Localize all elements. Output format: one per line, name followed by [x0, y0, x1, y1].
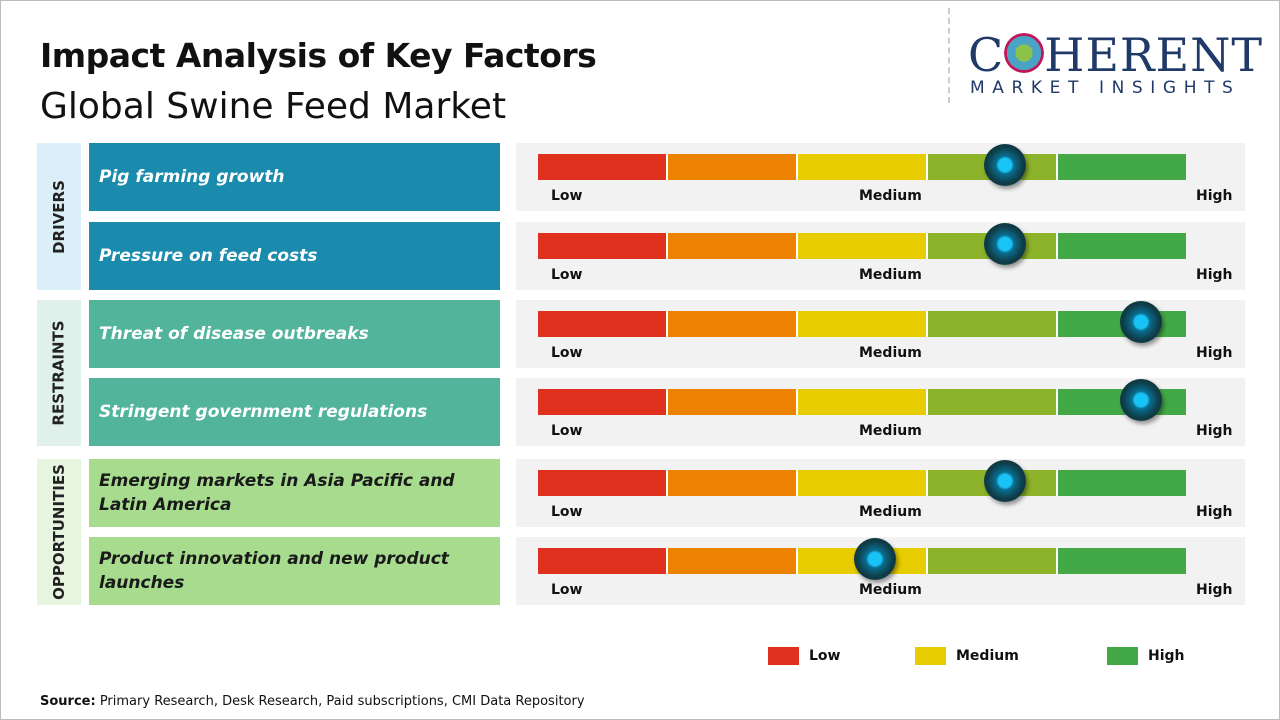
scale-segment: [798, 389, 928, 415]
legend-swatch: [915, 647, 946, 665]
scale-low-label: Low: [551, 504, 583, 520]
source-note: Source: Primary Research, Desk Research,…: [40, 694, 585, 709]
category-restraints: RESTRAINTS: [37, 300, 81, 446]
impact-gauge: Low Medium High: [516, 378, 1245, 446]
impact-scale: [538, 389, 1186, 415]
category-label: RESTRAINTS: [50, 320, 69, 426]
scale-high-label: High: [1196, 504, 1233, 520]
scale-low-label: Low: [551, 345, 583, 361]
logo: C HERENT: [968, 28, 1264, 82]
factor-label: Pressure on feed costs: [89, 222, 500, 290]
scale-segment: [538, 470, 668, 496]
scale-segment: [1058, 154, 1186, 180]
scale-segment: [1058, 470, 1186, 496]
scale-segment: [928, 548, 1058, 574]
scale-segment: [798, 311, 928, 337]
divider: [948, 8, 950, 103]
scale-high-label: High: [1196, 423, 1233, 439]
impact-gauge: Low Medium High: [516, 300, 1245, 368]
scale-segment: [538, 233, 668, 259]
impact-gauge: Low Medium High: [516, 459, 1245, 527]
legend-high: High: [1107, 647, 1185, 665]
scale-segment: [538, 311, 668, 337]
scale-segment: [668, 311, 798, 337]
scale-segment: [538, 389, 668, 415]
impact-scale: [538, 311, 1186, 337]
scale-segment: [928, 311, 1058, 337]
factor-label: Emerging markets in Asia Pacific and Lat…: [89, 459, 500, 527]
scale-segment: [928, 389, 1058, 415]
scale-segment: [668, 548, 798, 574]
scale-low-label: Low: [551, 423, 583, 439]
scale-high-label: High: [1196, 267, 1233, 283]
impact-indicator-knob: [983, 223, 1026, 265]
impact-gauge: Low Medium High: [516, 537, 1245, 605]
scale-high-label: High: [1196, 188, 1233, 204]
impact-gauge: Low Medium High: [516, 143, 1245, 211]
legend-medium: Medium: [915, 647, 1019, 665]
impact-indicator-knob: [1119, 301, 1162, 343]
scale-low-label: Low: [551, 582, 583, 598]
scale-segment: [668, 233, 798, 259]
scale-segment: [538, 548, 668, 574]
scale-medium-label: Medium: [859, 582, 922, 598]
scale-segment: [668, 470, 798, 496]
scale-medium-label: Medium: [859, 188, 922, 204]
source-prefix: Source:: [40, 694, 96, 709]
legend-label: Low: [809, 648, 841, 664]
category-drivers: DRIVERS: [37, 143, 81, 290]
factor-label: Product innovation and new product launc…: [89, 537, 500, 605]
category-label: DRIVERS: [50, 179, 69, 254]
impact-indicator-knob: [853, 538, 896, 580]
scale-low-label: Low: [551, 267, 583, 283]
factor-label: Stringent government regulations: [89, 378, 500, 446]
scale-segment: [798, 470, 928, 496]
scale-segment: [668, 154, 798, 180]
scale-medium-label: Medium: [859, 423, 922, 439]
scale-high-label: High: [1196, 582, 1233, 598]
category-label: OPPORTUNITIES: [50, 464, 68, 600]
scale-low-label: Low: [551, 188, 583, 204]
globe-icon: [1004, 33, 1045, 73]
legend-swatch: [1107, 647, 1138, 665]
legend-label: High: [1148, 648, 1185, 664]
logo-tagline: MARKET INSIGHTS: [970, 78, 1241, 98]
legend-label: Medium: [956, 648, 1019, 664]
impact-gauge: Low Medium High: [516, 222, 1245, 290]
legend-low: Low: [768, 647, 840, 665]
impact-scale: [538, 233, 1186, 259]
scale-segment: [798, 233, 928, 259]
factor-label: Pig farming growth: [89, 143, 500, 211]
scale-segment: [538, 154, 668, 180]
category-opportunities: OPPORTUNITIES: [37, 459, 81, 605]
source-text: Primary Research, Desk Research, Paid su…: [95, 694, 585, 709]
impact-indicator-knob: [1119, 379, 1162, 421]
scale-segment: [798, 154, 928, 180]
impact-indicator-knob: [983, 144, 1026, 186]
scale-medium-label: Medium: [859, 504, 922, 520]
factor-label: Threat of disease outbreaks: [89, 300, 500, 368]
page-subtitle: Global Swine Feed Market: [40, 86, 507, 127]
impact-scale: [538, 470, 1186, 496]
legend-swatch: [768, 647, 799, 665]
scale-medium-label: Medium: [859, 345, 922, 361]
scale-segment: [668, 389, 798, 415]
scale-segment: [1058, 548, 1186, 574]
page-title: Impact Analysis of Key Factors: [40, 36, 597, 75]
impact-scale: [538, 548, 1186, 574]
impact-scale: [538, 154, 1186, 180]
impact-indicator-knob: [983, 460, 1026, 502]
scale-segment: [1058, 233, 1186, 259]
scale-medium-label: Medium: [859, 267, 922, 283]
scale-high-label: High: [1196, 345, 1233, 361]
